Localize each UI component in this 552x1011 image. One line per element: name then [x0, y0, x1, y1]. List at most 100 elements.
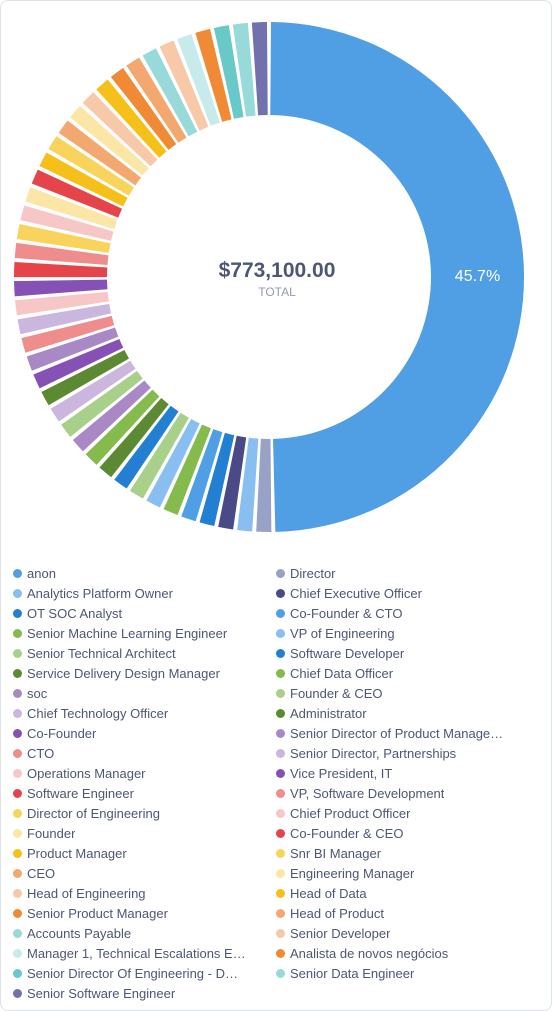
legend-label: Head of Data [290, 885, 367, 901]
slice-chief-technology-officer[interactable] [50, 360, 136, 422]
legend-item-senior-technical-architect[interactable]: Senior Technical Architect [13, 643, 276, 663]
slice-analytics-platform-owner[interactable] [237, 437, 259, 532]
legend-item-director-of-engineering[interactable]: Director of Engineering [13, 803, 276, 823]
legend-item-anon[interactable]: anon [13, 563, 276, 583]
legend-item-head-of-engineering[interactable]: Head of Engineering [13, 883, 276, 903]
slice-founder-ceo[interactable] [61, 370, 143, 437]
legend-item-co-founder[interactable]: Co-Founder [13, 723, 276, 743]
slice-software-developer[interactable] [114, 405, 179, 489]
slice-administrator[interactable] [41, 350, 129, 406]
slice-chief-product-officer[interactable] [20, 205, 114, 241]
legend-item-vp-of-engineering[interactable]: VP of Engineering [276, 623, 539, 643]
slice-co-founder-ceo[interactable] [31, 169, 123, 218]
legend-item-engineering-manager[interactable]: Engineering Manager [276, 863, 539, 883]
legend-dot [13, 568, 22, 578]
legend-item-chief-product-officer[interactable]: Chief Product Officer [276, 803, 539, 823]
slice-senior-machine-learning-engineer[interactable] [163, 424, 211, 516]
legend-item-operations-manager[interactable]: Operations Manager [13, 763, 276, 783]
legend-item-senior-director-partnerships[interactable]: Senior Director, Partnerships [276, 743, 539, 763]
legend-item-ot-soc-analyst[interactable]: OT SOC Analyst [13, 603, 276, 623]
slice-senior-developer[interactable] [159, 40, 209, 131]
slice-engineering-manager[interactable] [70, 105, 149, 176]
slice-senior-director-of-engineering-d[interactable] [213, 25, 244, 119]
legend-item-chief-technology-officer[interactable]: Chief Technology Officer [13, 703, 276, 723]
legend-item-head-of-product[interactable]: Head of Product [276, 903, 539, 923]
slice-cto[interactable] [21, 315, 115, 353]
legend-item-senior-director-of-product-manage[interactable]: Senior Director of Product Manage… [276, 723, 539, 743]
legend-item-senior-software-engineer[interactable]: Senior Software Engineer [13, 983, 276, 1003]
slice-product-manager[interactable] [39, 152, 128, 207]
legend-item-chief-data-officer[interactable]: Chief Data Officer [276, 663, 539, 683]
slice-founder[interactable] [25, 187, 118, 230]
legend-item-co-founder-ceo[interactable]: Co-Founder & CEO [276, 823, 539, 843]
legend-item-senior-developer[interactable]: Senior Developer [276, 923, 539, 943]
slice-senior-product-manager[interactable] [110, 67, 177, 150]
legend-label: Senior Data Engineer [290, 965, 415, 981]
legend-item-senior-product-manager[interactable]: Senior Product Manager [13, 903, 276, 923]
slice-senior-data-engineer[interactable] [232, 22, 256, 117]
slice-operations-manager[interactable] [15, 291, 109, 316]
slice-head-of-product[interactable] [126, 57, 187, 143]
legend-item-founder[interactable]: Founder [13, 823, 276, 843]
slice-senior-director-of-product-manage[interactable] [26, 327, 119, 371]
slice-chief-data-officer[interactable] [85, 389, 160, 465]
legend-dot [276, 968, 285, 978]
legend-dot [276, 748, 285, 758]
legend-item-co-founder-cto[interactable]: Co-Founder & CTO [276, 603, 539, 623]
slice-ceo[interactable] [58, 120, 142, 186]
legend-label: Chief Executive Officer [290, 585, 422, 601]
legend-item-cto[interactable]: CTO [13, 743, 276, 763]
legend-dot [13, 628, 22, 638]
slice-head-of-data[interactable] [96, 79, 167, 158]
slice-director-of-engineering[interactable] [16, 224, 111, 253]
slice-co-founder-cto[interactable] [181, 429, 223, 522]
slice-soc[interactable] [72, 380, 151, 452]
slice-vp-of-engineering[interactable] [146, 419, 200, 508]
slice-ot-soc-analyst[interactable] [199, 432, 235, 527]
slice-accounts-payable[interactable] [142, 48, 198, 137]
legend-item-service-delivery-design-manager[interactable]: Service Delivery Design Manager [13, 663, 276, 683]
legend-item-administrator[interactable]: Administrator [276, 703, 539, 723]
slice-co-founder[interactable] [33, 338, 124, 389]
slice-analista-de-novos-neg-cios[interactable] [195, 28, 232, 122]
slice-chief-executive-officer[interactable] [218, 435, 247, 530]
legend-label: VP, Software Development [290, 785, 445, 801]
legend-item-software-developer[interactable]: Software Developer [276, 643, 539, 663]
legend-item-vp-software-development[interactable]: VP, Software Development [276, 783, 539, 803]
slice-head-of-engineering[interactable] [82, 92, 158, 167]
slice-snr-bi-manager[interactable] [48, 136, 134, 196]
legend-item-product-manager[interactable]: Product Manager [13, 843, 276, 863]
legend-label: Director [290, 565, 336, 581]
legend-item-founder-ceo[interactable]: Founder & CEO [276, 683, 539, 703]
legend-item-manager-1-technical-escalations-e[interactable]: Manager 1, Technical Escalations E… [13, 943, 276, 963]
legend-item-analytics-platform-owner[interactable]: Analytics Platform Owner [13, 583, 276, 603]
slice-service-delivery-design-manager[interactable] [99, 398, 169, 478]
legend-dot [13, 708, 22, 718]
legend-item-chief-executive-officer[interactable]: Chief Executive Officer [276, 583, 539, 603]
slice-anon[interactable] [270, 22, 525, 532]
slice-senior-software-engineer[interactable] [251, 22, 268, 116]
legend-item-senior-director-of-engineering-d[interactable]: Senior Director Of Engineering - D… [13, 963, 276, 983]
legend-dot [13, 828, 22, 838]
legend-dot [13, 608, 22, 618]
legend-dot [13, 648, 22, 658]
legend-item-vice-president-it[interactable]: Vice President, IT [276, 763, 539, 783]
legend-item-senior-data-engineer[interactable]: Senior Data Engineer [276, 963, 539, 983]
slice-software-engineer[interactable] [14, 262, 108, 278]
legend-item-senior-machine-learning-engineer[interactable]: Senior Machine Learning Engineer [13, 623, 276, 643]
slice-director[interactable] [256, 438, 272, 532]
legend-label: Senior Developer [290, 925, 391, 941]
legend-item-director[interactable]: Director [276, 563, 539, 583]
legend-item-head-of-data[interactable]: Head of Data [276, 883, 539, 903]
legend-item-software-engineer[interactable]: Software Engineer [13, 783, 276, 803]
slice-senior-director-partnerships[interactable] [17, 303, 112, 335]
slice-vp-software-development[interactable] [14, 242, 109, 265]
legend-item-soc[interactable]: soc [13, 683, 276, 703]
legend-item-analista-de-novos-neg-cios[interactable]: Analista de novos negócios [276, 943, 539, 963]
legend-item-ceo[interactable]: CEO [13, 863, 276, 883]
slice-senior-technical-architect[interactable] [129, 412, 189, 499]
legend-item-accounts-payable[interactable]: Accounts Payable [13, 923, 276, 943]
slice-manager-1-technical-escalations-e[interactable] [177, 34, 220, 126]
slice-vice-president-it[interactable] [14, 279, 108, 297]
legend-item-snr-bi-manager[interactable]: Snr BI Manager [276, 843, 539, 863]
